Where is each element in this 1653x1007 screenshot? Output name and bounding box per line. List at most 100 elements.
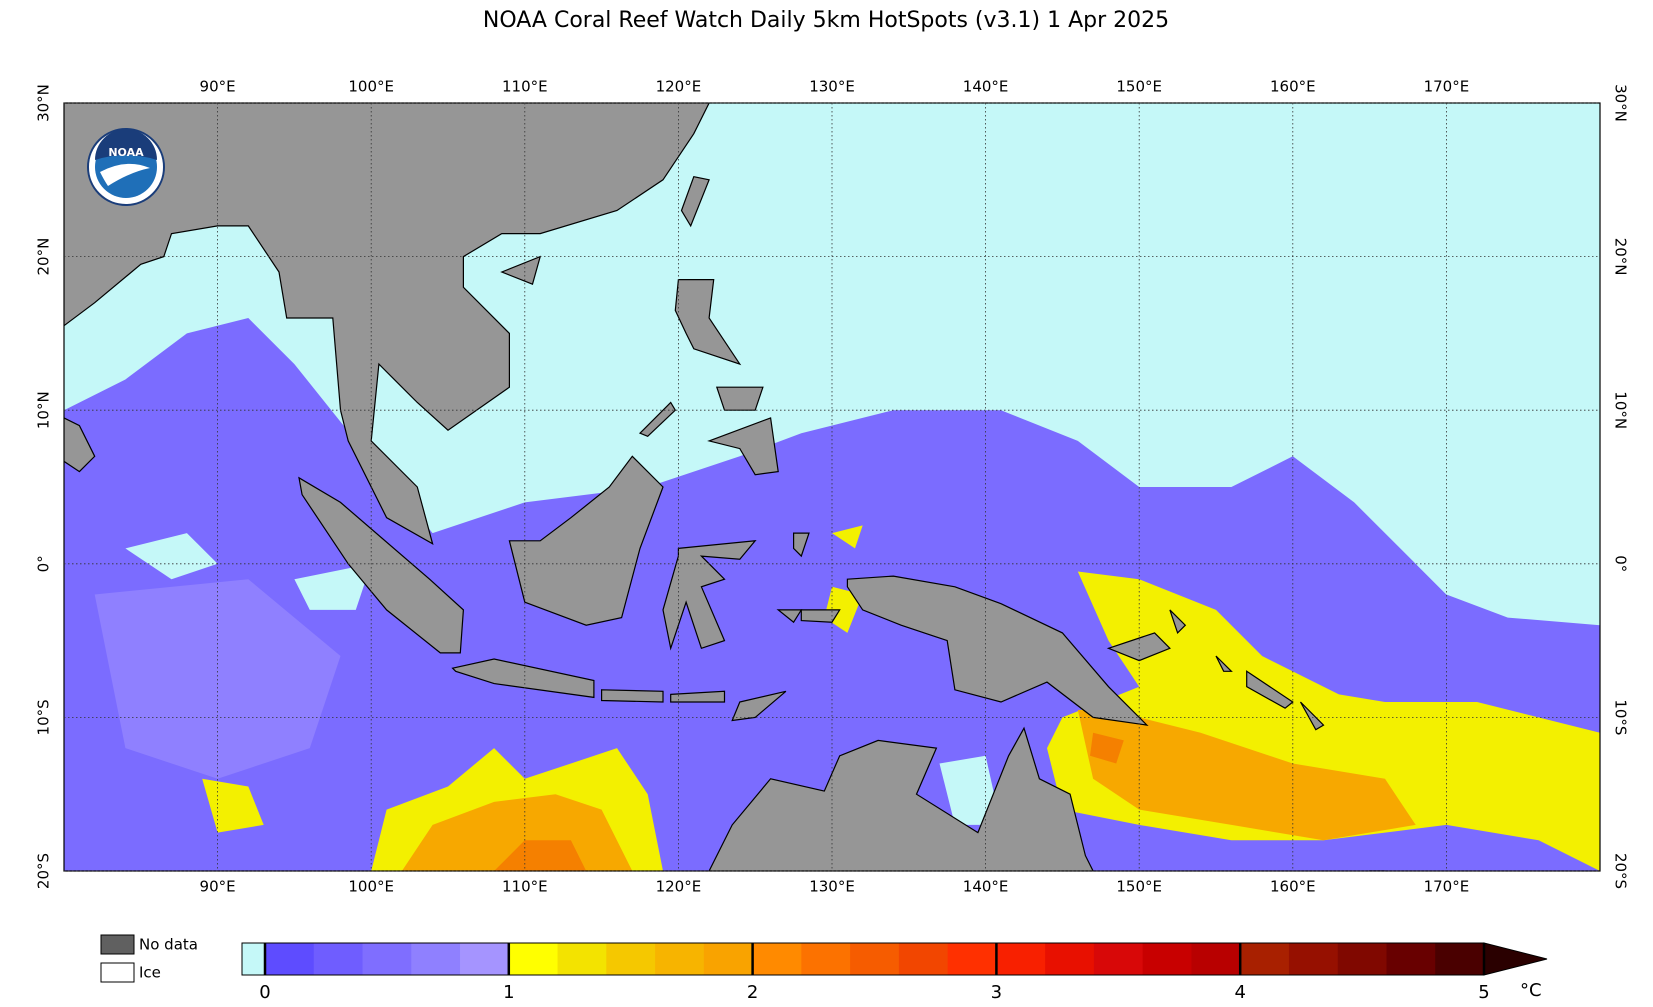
colorbar-over bbox=[1483, 942, 1548, 976]
x-tick-label-bottom: 110°E bbox=[502, 878, 548, 896]
y-tick-label-left: 20°N bbox=[35, 238, 53, 276]
legend-swatch bbox=[100, 934, 135, 955]
colorbar-swatch bbox=[1435, 943, 1485, 975]
colorbar-swatch bbox=[411, 943, 461, 975]
hotspot-region bbox=[125, 533, 218, 580]
land bbox=[298, 476, 465, 654]
land bbox=[662, 540, 757, 651]
hotspot-region bbox=[1323, 410, 1600, 618]
x-tick-label-bottom: 150°E bbox=[1116, 878, 1162, 896]
logo-bird bbox=[100, 163, 150, 186]
colorbar-swatch bbox=[265, 943, 315, 975]
colorbar-swatch bbox=[898, 943, 949, 975]
land bbox=[64, 103, 710, 546]
land bbox=[1215, 655, 1233, 672]
x-tick-label-top: 100°E bbox=[348, 78, 394, 96]
map-area bbox=[64, 103, 1600, 871]
land bbox=[715, 386, 764, 411]
land bbox=[846, 575, 1149, 726]
colorbar-swatch bbox=[947, 943, 997, 975]
colorbar-swatch bbox=[460, 943, 510, 975]
land bbox=[670, 690, 726, 703]
land bbox=[793, 532, 810, 558]
colorbar-tick-label: 0 bbox=[259, 982, 270, 1003]
colorbar-swatch bbox=[996, 943, 1046, 975]
x-tick-label-bottom: 170°E bbox=[1424, 878, 1470, 896]
colorbar-swatch bbox=[1386, 943, 1436, 975]
legend-label: No data bbox=[139, 936, 198, 954]
y-tick-label-left: 30°N bbox=[35, 84, 53, 122]
land bbox=[500, 255, 542, 286]
colorbar-unit: °C bbox=[1520, 980, 1542, 1001]
x-tick-label-top: 120°E bbox=[656, 78, 702, 96]
land bbox=[601, 689, 664, 703]
colorbar-tick-label: 2 bbox=[747, 982, 758, 1003]
y-tick-label-right: 10°S bbox=[1612, 699, 1630, 735]
legend-swatch bbox=[100, 962, 135, 983]
x-tick-label-top: 130°E bbox=[809, 78, 855, 96]
x-tick-label-top: 90°E bbox=[200, 78, 236, 96]
colorbar-swatch bbox=[655, 943, 705, 975]
legend-label: Ice bbox=[139, 964, 161, 982]
hotspot-region bbox=[1090, 732, 1124, 764]
logo-top bbox=[95, 129, 157, 160]
colorbar-swatch bbox=[508, 943, 559, 975]
colorbar-swatch bbox=[1240, 943, 1290, 975]
hotspot-region bbox=[294, 563, 372, 610]
x-tick-label-top: 170°E bbox=[1424, 78, 1470, 96]
x-tick-label-top: 140°E bbox=[963, 78, 1009, 96]
x-tick-label-bottom: 140°E bbox=[963, 878, 1009, 896]
colorbar-swatch bbox=[703, 943, 754, 975]
y-tick-label-left: 10°N bbox=[35, 391, 53, 429]
colorbar-swatch bbox=[606, 943, 656, 975]
hotspot-region bbox=[832, 525, 863, 549]
x-tick-label-bottom: 100°E bbox=[348, 878, 394, 896]
colorbar-swatch bbox=[1191, 943, 1241, 975]
land bbox=[638, 401, 677, 438]
land bbox=[1299, 701, 1325, 731]
land bbox=[1246, 670, 1294, 709]
y-tick-label-right: 10°N bbox=[1612, 391, 1630, 429]
land bbox=[707, 417, 779, 476]
colorbar-swatch bbox=[557, 943, 607, 975]
land bbox=[451, 658, 595, 699]
y-tick-label-right: 20°S bbox=[1612, 853, 1630, 889]
x-tick-label-top: 150°E bbox=[1116, 78, 1162, 96]
x-tick-label-bottom: 160°E bbox=[1270, 878, 1316, 896]
colorbar-swatch bbox=[1142, 943, 1192, 975]
land bbox=[64, 417, 96, 473]
colorbar-swatch bbox=[1093, 943, 1144, 975]
colorbar-swatch bbox=[313, 943, 364, 975]
colorbar-swatch bbox=[801, 943, 851, 975]
land bbox=[1169, 609, 1187, 635]
colorbar-tick-label: 3 bbox=[991, 982, 1002, 1003]
land bbox=[674, 279, 742, 366]
land bbox=[680, 176, 710, 228]
land bbox=[731, 690, 787, 722]
x-tick-label-bottom: 130°E bbox=[809, 878, 855, 896]
colorbar-swatch bbox=[362, 943, 412, 975]
colorbar-tick-label: 4 bbox=[1234, 982, 1245, 1003]
y-tick-label-left: 10°S bbox=[35, 699, 53, 735]
land bbox=[1106, 632, 1171, 662]
logo-text: NOAA bbox=[108, 146, 144, 159]
colorbar-swatch bbox=[1337, 943, 1387, 975]
title: NOAA Coral Reef Watch Daily 5km HotSpots… bbox=[483, 8, 1169, 33]
land bbox=[508, 455, 664, 626]
y-tick-label-left: 0° bbox=[35, 555, 53, 572]
x-tick-label-top: 110°E bbox=[502, 78, 548, 96]
colorbar-swatch bbox=[1288, 943, 1339, 975]
y-tick-label-left: 20°S bbox=[35, 853, 53, 889]
land bbox=[776, 609, 803, 624]
land bbox=[800, 609, 841, 623]
x-tick-label-top: 160°E bbox=[1270, 78, 1316, 96]
hotspot-region bbox=[824, 586, 863, 633]
colorbar-swatch bbox=[850, 943, 900, 975]
colorbar-tick-label: 1 bbox=[503, 982, 514, 1003]
y-tick-label-right: 0° bbox=[1612, 555, 1630, 572]
y-tick-label-right: 20°N bbox=[1612, 238, 1630, 276]
x-tick-label-bottom: 120°E bbox=[656, 878, 702, 896]
hotspot-region bbox=[1077, 709, 1416, 841]
